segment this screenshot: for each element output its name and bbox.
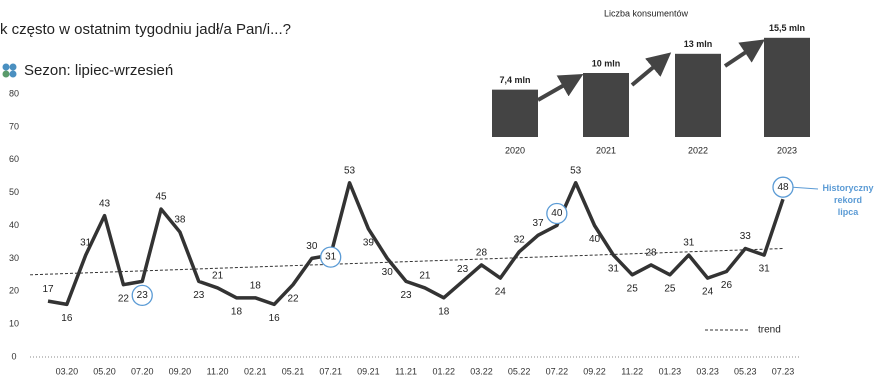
x-tick-label: 11.22 [621,366,643,376]
value-label: 28 [476,248,488,259]
value-label: 39 [363,237,375,248]
bar-value-label: 7,4 mln [499,75,530,85]
value-label: 17 [42,284,54,295]
value-label: 53 [344,165,356,176]
value-label: 45 [156,192,168,203]
value-label: 23 [137,290,149,301]
arrow [537,74,584,102]
value-label: 26 [721,280,733,291]
value-label: 31 [683,238,695,249]
x-tick-label: 09.21 [357,366,380,376]
x-tick-label: 01.22 [433,366,456,376]
x-tick-label: 05.22 [508,366,531,376]
x-tick-label: 07.20 [131,366,154,376]
annotation: Historyczny rekord lipca [822,183,873,217]
x-tick-label: 07.21 [319,366,342,376]
value-label: 31 [759,264,771,275]
value-label: 24 [702,287,714,298]
value-label: 28 [646,248,658,259]
value-label: 25 [627,283,639,294]
value-label: 23 [401,290,413,301]
season-icon [2,63,17,78]
x-tick-label: 07.22 [546,366,569,376]
y-tick-label: 20 [9,286,19,296]
bar [764,37,810,137]
x-tick-label: 05.20 [93,366,116,376]
arrow [630,52,672,87]
bar-category-label: 2020 [505,145,525,155]
y-tick-label: 50 [9,187,19,197]
y-tick-label: 40 [9,220,19,230]
x-tick-label: 03.20 [56,366,79,376]
y-tick-label: 60 [9,154,19,164]
legend-label: trend [758,325,781,336]
highlight-ring [320,246,342,268]
x-tick-label: 09.20 [169,366,192,376]
y-tick-label: 70 [9,121,19,131]
value-label: 22 [118,293,130,304]
x-tick-label: 07.23 [772,366,795,376]
value-label: 24 [495,287,507,298]
value-label: 40 [551,208,563,219]
value-label: 21 [212,271,224,282]
x-tick-label: 05.21 [282,366,305,376]
value-label: 16 [269,313,281,324]
y-tick-label: 80 [9,88,19,98]
value-label: 31 [80,238,92,249]
value-label: 18 [231,306,243,317]
x-tick-label: 03.22 [470,366,493,376]
bar-value-label: 10 mln [592,58,621,68]
value-label: 23 [193,290,205,301]
bar-value-label: 13 mln [684,39,713,49]
bar [583,73,629,137]
x-tick-label: 03.23 [696,366,719,376]
data-line [47,181,785,307]
x-tick-label: 09.22 [583,366,606,376]
bar-category-label: 2021 [596,145,616,155]
value-label: 23 [457,264,469,275]
value-label: 33 [740,231,752,242]
value-label: 21 [419,271,431,282]
annotation-leader [792,186,819,190]
value-label: 18 [250,280,262,291]
bar-category-label: 2022 [688,145,708,155]
value-label: 25 [664,283,676,294]
x-tick-label: 01.23 [659,366,682,376]
value-label: 18 [438,306,450,317]
x-tick-label: 11.21 [395,366,417,376]
x-tick-label: 02.21 [244,366,267,376]
value-label: 30 [382,267,394,278]
value-label: 30 [306,241,318,252]
value-label: 53 [570,165,582,176]
value-label: 22 [287,293,299,304]
value-label: 48 [777,182,789,193]
page-title: k często w ostatnim tygodniu jadł/a Pan/… [0,21,291,38]
arrow [723,39,765,68]
value-label: 31 [325,252,337,263]
y-tick-label: 10 [9,319,19,329]
bar-value-label: 15,5 mln [769,23,805,33]
bar [492,89,538,137]
bar-category-label: 2023 [777,145,797,155]
trend-line [29,248,784,276]
value-label: 31 [608,264,620,275]
value-label: 16 [61,313,73,324]
y-tick-label: 0 [11,351,16,361]
value-label: 38 [174,215,186,226]
highlight-ring [131,284,153,307]
inset-title: Liczba konsumentów [604,8,689,18]
x-tick-label: 05.23 [734,366,757,376]
highlight-ring [546,202,568,225]
y-tick-label: 30 [9,253,19,263]
bar [675,53,721,137]
value-label: 32 [514,234,526,245]
x-tick-label: 11.20 [207,366,229,376]
value-label: 40 [589,234,601,245]
value-label: 37 [532,218,544,229]
subtitle: Sezon: lipiec-wrzesień [24,62,173,79]
value-label: 43 [99,198,111,209]
